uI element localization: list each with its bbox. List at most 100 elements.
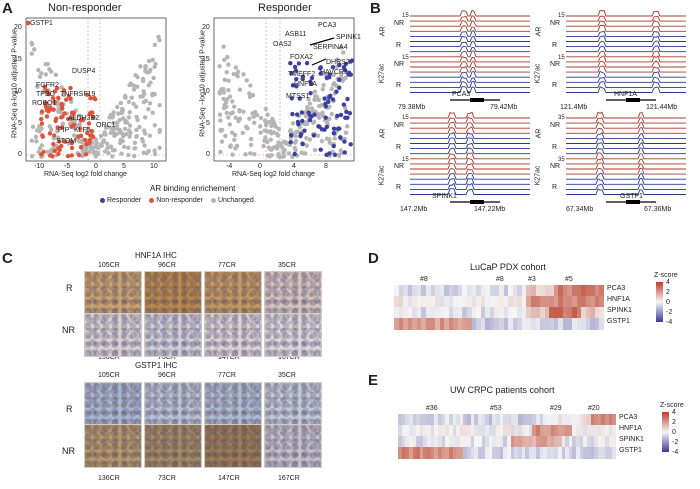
- heatmap-cell: [471, 307, 477, 319]
- volcano-point-unchanged: [302, 151, 308, 156]
- volcano-point-unchanged: [261, 143, 266, 149]
- volcano-point-highlight: [318, 147, 323, 152]
- heatmap-cell: [474, 414, 479, 426]
- right-ytick-0: 0: [206, 151, 210, 158]
- heatmap-cell: [430, 285, 436, 297]
- heatmap-cell: [459, 447, 464, 459]
- heatmap-cell: [425, 318, 432, 330]
- volcano-point-unchanged: [150, 110, 155, 116]
- left-xtick-1: -5: [64, 163, 71, 170]
- volcano-point-highlight: [51, 107, 56, 112]
- volcano-point-highlight: [289, 96, 295, 101]
- volcano-point-unchanged: [127, 110, 132, 115]
- heatmap-cell: [583, 436, 588, 448]
- heatmap-cell: [597, 414, 602, 426]
- heatmap-cell: [599, 307, 605, 319]
- heatmap-cell: [419, 447, 424, 459]
- heatmap-cell: [549, 285, 555, 297]
- ihc-h-top-1: 96CR: [158, 262, 176, 269]
- volcano-point-unchanged: [121, 116, 126, 121]
- heatmap-cell: [521, 307, 527, 319]
- chip-track: [566, 188, 686, 195]
- volcano-point-unchanged: [152, 42, 158, 48]
- legend-item-unchanged: Unchanged: [210, 197, 254, 204]
- heatmap-cell: [517, 318, 523, 330]
- chip-track: [566, 111, 686, 119]
- volcano-point-unchanged: [333, 83, 339, 88]
- heatmap-cell: [590, 436, 595, 448]
- heatmap-cell: [394, 307, 400, 319]
- heatmap-d-row-3: GSTP1: [607, 318, 630, 325]
- right-ytick-4: 20: [202, 24, 210, 31]
- heatmap-cell: [398, 296, 404, 308]
- volcano-point-highlight: [61, 88, 67, 93]
- volcano-point-highlight: [47, 105, 53, 110]
- heatmap-cell: [496, 425, 501, 437]
- heatmap-cell: [398, 436, 403, 448]
- volcano-point-unchanged: [115, 120, 120, 125]
- volcano-point-unchanged: [247, 91, 252, 96]
- gene-label-serpina4: SERPINA4: [313, 44, 348, 51]
- heatmap-d-group-2: #3: [528, 276, 536, 283]
- chip-track: [410, 137, 530, 144]
- track-group-nr-1b: NR: [394, 61, 405, 68]
- ihc-image: [84, 382, 142, 426]
- volcano-point-unchanged: [224, 97, 230, 102]
- heatmap-cell: [565, 425, 570, 437]
- heatmap-cell: [594, 285, 600, 297]
- volcano-legend-title: AR binding enrichement: [150, 184, 236, 193]
- ihc-h-top-3: 35CR: [278, 262, 296, 269]
- heatmap-e-group-3: #20: [588, 405, 600, 412]
- heatmap-cell: [572, 414, 577, 426]
- heatmap-cell: [510, 447, 515, 459]
- volcano-point-highlight: [39, 109, 45, 114]
- heatmap-cell: [605, 425, 610, 437]
- volcano-point-unchanged: [132, 153, 137, 159]
- heatmap-cell: [546, 447, 552, 459]
- heatmap-cell: [444, 296, 450, 308]
- heatmap-cell: [539, 425, 544, 437]
- heatmap-cell: [557, 436, 562, 448]
- heatmap-cell: [480, 296, 486, 308]
- panel-label-d: D: [368, 250, 379, 267]
- heatmap-cell: [477, 414, 483, 426]
- volcano-point-unchanged: [312, 89, 318, 94]
- gene-label-foxa2: FOXA2: [290, 54, 313, 61]
- heatmap-cell: [535, 318, 541, 330]
- legend-dot-responder: [100, 198, 105, 203]
- volcano-point-unchanged: [36, 67, 41, 73]
- heatmap-cell: [525, 414, 530, 426]
- volcano-point-unchanged: [123, 93, 128, 99]
- heatmap-cell: [480, 285, 486, 297]
- volcano-point-unchanged: [218, 149, 223, 155]
- heatmap-cell: [452, 425, 457, 437]
- chip-track: [410, 182, 530, 190]
- heatmap-cell: [448, 318, 454, 330]
- volcano-point-highlight: [289, 71, 294, 76]
- volcano-point-highlight: [52, 99, 57, 105]
- volcano-point-highlight: [308, 91, 313, 96]
- heatmap-cell: [448, 307, 454, 319]
- ihc-h-top-2: 77CR: [218, 262, 236, 269]
- heatmap-cell: [476, 318, 482, 330]
- heatmap-cell: [590, 447, 595, 459]
- volcano-point-highlight: [304, 60, 310, 66]
- heatmap-cell: [407, 296, 413, 308]
- track-scale-1b: 15: [402, 55, 409, 61]
- chip-track: [410, 15, 530, 22]
- volcano-point-highlight: [90, 134, 96, 140]
- volcano-point-unchanged: [219, 139, 225, 144]
- volcano-point-highlight: [69, 145, 75, 151]
- gene-label-pca3: PCA3: [318, 22, 337, 29]
- heatmap-cell: [485, 436, 490, 448]
- volcano-point-unchanged: [146, 106, 151, 112]
- heatmap-cell: [499, 318, 505, 330]
- legend-dot-nonresponder: [149, 198, 155, 203]
- heatmap-cell: [403, 307, 409, 319]
- heatmap-cell: [499, 425, 504, 437]
- chip-track: [410, 86, 530, 93]
- gene-model-exon: [626, 200, 640, 204]
- ihc-h-top-0: 105CR: [98, 262, 120, 269]
- volcano-point-unchanged: [126, 152, 131, 158]
- volcano-point-unchanged: [118, 100, 124, 106]
